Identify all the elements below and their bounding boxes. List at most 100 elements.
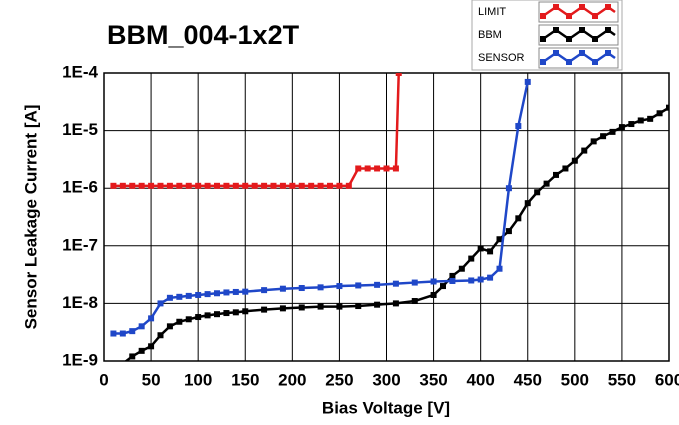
data-point — [392, 280, 399, 287]
legend-marker — [540, 36, 546, 42]
data-point — [289, 182, 296, 189]
data-point — [458, 265, 465, 272]
data-point — [411, 298, 418, 305]
legend-label: SENSOR — [478, 52, 525, 64]
data-point — [279, 182, 286, 189]
data-point — [355, 282, 362, 289]
x-tick-label: 450 — [514, 370, 542, 389]
data-point — [374, 165, 381, 172]
data-point — [157, 332, 164, 339]
data-point — [148, 182, 155, 189]
data-point — [279, 305, 286, 312]
data-point — [185, 182, 192, 189]
data-point — [138, 182, 145, 189]
data-point — [609, 128, 616, 135]
data-point — [496, 265, 503, 272]
x-tick-label: 50 — [142, 370, 161, 389]
legend-label: BBM — [478, 29, 502, 41]
data-point — [242, 182, 249, 189]
data-point — [449, 277, 456, 284]
x-tick-label: 350 — [419, 370, 447, 389]
data-point — [204, 291, 211, 298]
data-point — [214, 290, 220, 297]
data-point — [232, 288, 239, 295]
data-point — [129, 328, 136, 335]
data-point — [430, 278, 437, 285]
data-point — [195, 291, 202, 298]
data-point — [242, 288, 249, 295]
data-point — [261, 306, 268, 313]
data-point — [176, 293, 183, 300]
legend-marker — [605, 4, 611, 10]
data-point — [477, 245, 484, 252]
x-tick-label: 250 — [325, 370, 353, 389]
data-point — [395, 73, 402, 76]
data-point — [666, 104, 669, 111]
data-point — [515, 215, 522, 222]
x-axis-title: Bias Voltage [V] — [322, 398, 450, 417]
data-point — [261, 287, 268, 294]
data-point — [223, 310, 230, 317]
data-point — [449, 272, 456, 279]
data-point — [317, 284, 324, 291]
data-point — [505, 185, 512, 192]
x-tick-label: 150 — [231, 370, 259, 389]
data-point — [637, 117, 644, 124]
data-point — [543, 180, 550, 187]
y-tick-label: 1E-7 — [62, 235, 98, 254]
data-point — [279, 285, 286, 292]
data-point — [628, 121, 635, 128]
y-axis-title: Sensor Leakage Current [A] — [21, 105, 40, 330]
data-point — [496, 236, 503, 243]
legend: LIMIT BBM SENSOR — [471, 0, 623, 71]
data-point — [119, 330, 126, 337]
y-tick-label: 1E-6 — [62, 178, 98, 197]
chart-title: BBM_004-1x2T — [107, 20, 300, 50]
x-tick-label: 550 — [608, 370, 636, 389]
data-point — [110, 182, 117, 189]
plot-frame — [103, 72, 670, 362]
data-point — [223, 182, 230, 189]
data-point — [355, 165, 362, 172]
data-point — [553, 171, 559, 178]
data-point — [261, 182, 268, 189]
data-point — [251, 182, 258, 189]
data-point — [119, 182, 126, 189]
y-tick-label: 1E-4 — [62, 62, 98, 81]
data-point — [119, 360, 126, 361]
data-point — [515, 123, 522, 130]
data-point — [524, 200, 531, 207]
data-point — [176, 182, 183, 189]
legend-label: LIMIT — [478, 6, 506, 18]
legend-marker — [553, 50, 559, 56]
data-point — [336, 283, 343, 290]
data-point — [581, 147, 588, 154]
x-tick-label: 400 — [466, 370, 494, 389]
legend-marker — [553, 27, 559, 33]
data-point — [383, 165, 390, 172]
data-point — [129, 182, 136, 189]
data-point — [308, 182, 315, 189]
data-point — [656, 110, 663, 117]
legend-marker — [579, 50, 585, 56]
data-point — [477, 276, 484, 283]
data-point — [317, 182, 324, 189]
y-tick-label: 1E-9 — [62, 350, 98, 369]
data-point — [487, 274, 494, 281]
legend-marker — [579, 27, 585, 33]
legend-marker — [540, 59, 546, 65]
data-point — [647, 115, 654, 122]
x-tick-label: 100 — [184, 370, 212, 389]
data-point — [430, 291, 437, 298]
data-point — [440, 283, 446, 290]
data-point — [468, 277, 475, 284]
data-point — [129, 353, 136, 360]
data-point — [138, 323, 145, 330]
legend-marker — [592, 36, 598, 42]
data-point — [336, 182, 343, 189]
legend-marker — [592, 59, 598, 65]
data-point — [345, 182, 352, 189]
data-point — [157, 182, 164, 189]
